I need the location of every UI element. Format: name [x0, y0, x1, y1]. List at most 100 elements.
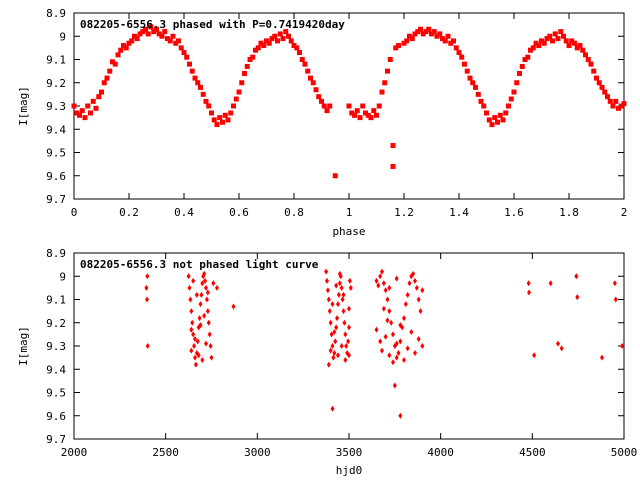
data-point [209, 354, 214, 361]
data-point [407, 33, 412, 39]
data-point [332, 349, 337, 356]
data-point [405, 291, 410, 298]
data-point [402, 356, 406, 363]
data-point [602, 89, 608, 95]
data-point [391, 331, 395, 338]
data-point [580, 47, 586, 53]
data-point [74, 110, 80, 116]
data-point [191, 277, 196, 284]
data-point [165, 36, 170, 42]
data-point [239, 80, 245, 86]
data-point [286, 33, 291, 39]
data-point [148, 24, 154, 30]
y-tick-label: 9.4 [46, 363, 66, 376]
data-point [115, 52, 121, 58]
y-tick-label: 9.6 [46, 170, 66, 183]
data-point [264, 38, 269, 44]
data-point [215, 284, 219, 291]
data-point [517, 70, 522, 76]
data-point [202, 270, 207, 277]
data-point [413, 349, 417, 356]
data-point [541, 40, 547, 46]
x-tick-label: 3500 [336, 446, 363, 459]
data-point [93, 105, 99, 111]
x-tick-label: 1 [346, 206, 353, 219]
data-point [313, 87, 319, 93]
data-point [176, 38, 181, 44]
data-point [503, 110, 509, 116]
data-point [409, 36, 415, 42]
data-point [403, 301, 408, 308]
data-point [610, 103, 616, 109]
data-point [123, 45, 129, 51]
data-point [332, 329, 337, 336]
data-point [416, 296, 421, 303]
data-point [194, 291, 199, 298]
y-tick-label: 9.5 [46, 147, 66, 160]
data-point [214, 122, 220, 128]
data-point [144, 296, 149, 303]
data-point [563, 38, 569, 44]
data-point [414, 284, 419, 291]
data-point [211, 117, 217, 123]
data-point [208, 343, 213, 349]
data-point [387, 352, 392, 359]
y-tick-label: 9.1 [46, 54, 66, 67]
data-point [324, 268, 329, 275]
data-point [204, 340, 208, 347]
data-point [336, 301, 340, 308]
data-point [390, 143, 396, 149]
data-point [575, 294, 580, 301]
data-point [347, 305, 351, 312]
data-point [173, 40, 179, 46]
data-point [242, 70, 247, 76]
data-point [376, 103, 382, 109]
data-point [380, 268, 384, 275]
data-point [151, 29, 157, 35]
data-point [552, 31, 558, 37]
phased-plot-ylabel: I[mag] [17, 86, 30, 126]
data-point [363, 110, 368, 116]
data-point [497, 112, 503, 118]
data-point [550, 38, 555, 44]
data-point [144, 284, 149, 291]
data-point [167, 38, 173, 44]
data-point [398, 412, 403, 419]
data-point [594, 75, 599, 81]
data-point [341, 291, 346, 298]
data-point [305, 68, 311, 74]
x-tick-label: 0.2 [119, 206, 139, 219]
data-point [189, 308, 194, 315]
x-tick-label: 4000 [427, 446, 454, 459]
data-point [409, 329, 414, 336]
data-point [418, 308, 423, 315]
data-point [200, 356, 205, 363]
x-tick-label: 2500 [152, 446, 179, 459]
data-point [618, 103, 624, 109]
data-point [453, 45, 459, 51]
data-point [473, 84, 478, 90]
data-point [426, 26, 432, 32]
data-point [620, 343, 625, 349]
data-point [159, 33, 165, 39]
x-tick-label: 0.4 [174, 206, 194, 219]
data-point [577, 43, 583, 49]
data-point [418, 26, 423, 32]
data-point [383, 333, 388, 340]
data-point [393, 45, 399, 51]
data-point [334, 282, 339, 289]
unphased-light-curve-plot: 2000 2500 3000 3500 4000 4500 5000 8.9 9 9.1 9.2 9.… [17, 247, 637, 477]
data-point [291, 43, 297, 49]
data-point [195, 338, 200, 345]
data-point [143, 26, 148, 32]
data-point [405, 345, 410, 352]
y-tick-label: 9.3 [46, 340, 66, 353]
data-point [379, 89, 385, 95]
data-point [352, 112, 357, 118]
data-point [204, 296, 209, 303]
data-point [79, 108, 85, 114]
data-point [360, 103, 366, 109]
data-point [195, 80, 201, 86]
data-point [145, 343, 150, 349]
data-point [442, 38, 448, 44]
